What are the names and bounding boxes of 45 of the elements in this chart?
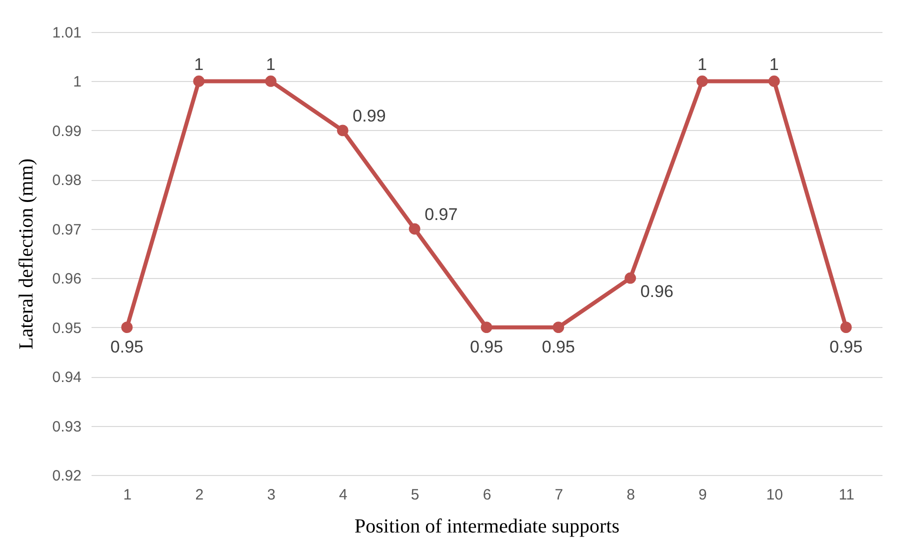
data-label: 0.95 — [470, 337, 504, 356]
data-label: 1 — [266, 55, 276, 74]
y-tick-label: 0.97 — [52, 221, 82, 238]
x-tick-label: 3 — [267, 486, 276, 504]
y-tick-label: 0.94 — [52, 369, 82, 386]
y-tick-label: 0.95 — [52, 320, 82, 337]
x-tick-label: 2 — [195, 486, 204, 504]
x-tick-label: 1 — [123, 486, 132, 504]
data-label: 0.97 — [424, 204, 458, 224]
x-tick-label: 7 — [554, 486, 564, 504]
y-tick-label: 0.93 — [52, 418, 82, 436]
data-label: 0.95 — [830, 337, 863, 356]
x-tick-label: 10 — [766, 486, 783, 504]
x-tick-label: 4 — [339, 486, 348, 504]
x-axis-title: Position of intermediate supports — [354, 516, 620, 538]
x-tick-label: 8 — [626, 486, 635, 504]
point — [193, 76, 205, 87]
y-tick-label: 0.96 — [52, 270, 82, 288]
point — [624, 272, 636, 284]
data-label: 0.96 — [640, 282, 674, 302]
data-label: 0.95 — [542, 337, 575, 356]
point — [552, 322, 564, 334]
data-label: 1 — [194, 55, 204, 74]
point — [480, 322, 492, 334]
point — [121, 322, 133, 334]
point — [768, 76, 780, 87]
data-label: 0.95 — [110, 337, 144, 356]
data-label: 1 — [769, 55, 779, 74]
point — [696, 76, 708, 87]
point — [840, 322, 852, 334]
y-tick-label: 0.99 — [52, 122, 82, 140]
x-tick-label: 5 — [410, 486, 420, 504]
data-label: 0.99 — [352, 106, 386, 126]
y-axis-title: Lateral deflection (mm) — [15, 158, 38, 350]
point — [265, 76, 276, 87]
data-label: 1 — [697, 55, 707, 74]
y-tick-label: 0.92 — [52, 468, 82, 484]
x-tick-label: 9 — [698, 486, 707, 504]
point — [408, 223, 420, 235]
y-tick-label: 0.98 — [52, 172, 82, 190]
x-tick-label: 6 — [482, 486, 492, 504]
x-tick-label: 11 — [838, 486, 854, 504]
y-tick-label: 1.01 — [52, 24, 82, 42]
y-tick-label: 1 — [73, 74, 82, 91]
point — [336, 124, 348, 136]
